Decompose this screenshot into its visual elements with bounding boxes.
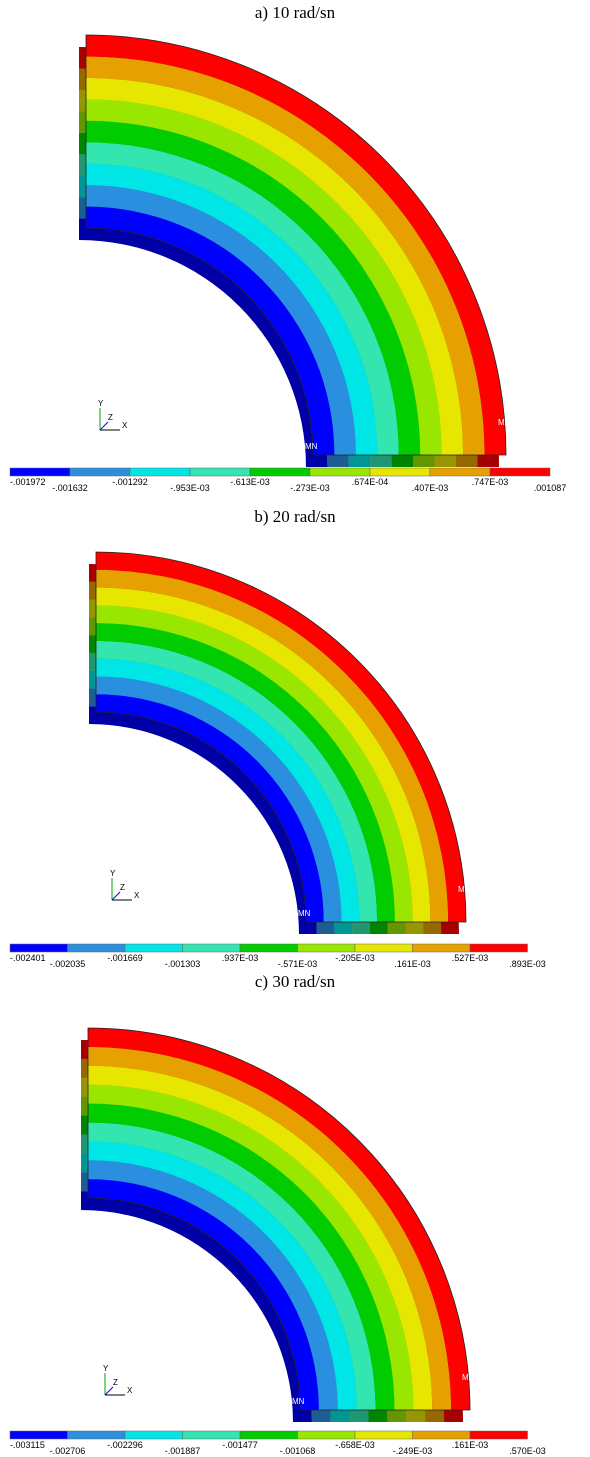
legend-label: -.001292 — [112, 477, 148, 487]
axis-y-label: Y — [103, 1364, 109, 1373]
axis-z-label: Z — [120, 883, 125, 892]
axis-y-label: Y — [98, 399, 104, 408]
figure: a) 10 rad/snMNMXXYZ-.001972-.001632-.001… — [0, 0, 590, 1457]
legend-swatch — [10, 1431, 68, 1439]
legend-swatch — [355, 1431, 413, 1439]
legend-swatch — [355, 944, 413, 952]
contour-plot — [81, 1028, 470, 1422]
legend-swatch — [68, 1431, 126, 1439]
panel-title: b) 20 rad/sn — [254, 507, 336, 526]
legend-label: -.273E-03 — [290, 483, 330, 493]
legend-label: -.001669 — [107, 953, 143, 963]
axis-z-label: Z — [108, 413, 113, 422]
max-marker: MX — [498, 418, 511, 427]
legend-swatch — [250, 468, 310, 476]
max-marker: MX — [462, 1373, 475, 1382]
legend-label: -.205E-03 — [335, 953, 375, 963]
legend-label: .937E-03 — [222, 953, 259, 963]
legend-swatch — [68, 944, 126, 952]
contour-plot — [79, 35, 506, 467]
legend-swatch — [413, 944, 471, 952]
axis-x-label: X — [122, 421, 128, 430]
legend-label: -.002401 — [10, 953, 46, 963]
axis-z-label: Z — [113, 1378, 118, 1387]
legend-label: .001087 — [534, 483, 567, 493]
axis-y-label: Y — [110, 869, 116, 878]
legend-swatch — [240, 944, 298, 952]
legend-swatch — [70, 468, 130, 476]
legend-swatch — [430, 468, 490, 476]
legend-swatch — [470, 944, 528, 952]
legend-swatch — [130, 468, 190, 476]
legend-label: -.001068 — [280, 1446, 316, 1456]
legend-label: -.249E-03 — [393, 1446, 433, 1456]
legend-label: .893E-03 — [509, 959, 546, 969]
legend-swatch — [413, 1431, 471, 1439]
legend-swatch — [125, 1431, 183, 1439]
min-marker: MN — [305, 442, 318, 451]
legend-swatch — [125, 944, 183, 952]
panel-title: a) 10 rad/sn — [255, 3, 336, 22]
legend-label: -.002035 — [50, 959, 86, 969]
legend-swatch — [370, 468, 430, 476]
legend-label: .161E-03 — [452, 1440, 489, 1450]
legend-swatch — [10, 468, 70, 476]
legend-label: .407E-03 — [412, 483, 449, 493]
legend-label: .161E-03 — [394, 959, 431, 969]
legend-label: .527E-03 — [452, 953, 489, 963]
panel-title: c) 30 rad/sn — [255, 972, 336, 991]
legend-label: .674E-04 — [352, 477, 389, 487]
axis-z — [100, 422, 108, 430]
legend-label: -.613E-03 — [230, 477, 270, 487]
legend-label: -.001477 — [222, 1440, 258, 1450]
legend-swatch — [183, 1431, 241, 1439]
legend-label: -.002706 — [50, 1446, 86, 1456]
legend-swatch — [490, 468, 550, 476]
legend-label: -.001972 — [10, 477, 46, 487]
legend-label: -.001632 — [52, 483, 88, 493]
legend-label: -.658E-03 — [335, 1440, 375, 1450]
legend-swatch — [298, 1431, 356, 1439]
legend-label: .570E-03 — [509, 1446, 546, 1456]
legend-label: .747E-03 — [472, 477, 509, 487]
legend-swatch — [183, 944, 241, 952]
axis-z — [105, 1387, 113, 1395]
axis-x-label: X — [127, 1386, 133, 1395]
legend-label: -.002296 — [107, 1440, 143, 1450]
contour-plot — [89, 552, 466, 934]
legend-label: -.003115 — [10, 1440, 45, 1450]
min-marker: MN — [292, 1397, 305, 1406]
legend-swatch — [190, 468, 250, 476]
legend-label: -.953E-03 — [170, 483, 210, 493]
legend-swatch — [10, 944, 68, 952]
legend-label: -.001303 — [165, 959, 201, 969]
legend-swatch — [240, 1431, 298, 1439]
legend-swatch — [298, 944, 356, 952]
legend-label: -.001887 — [165, 1446, 201, 1456]
legend-swatch — [310, 468, 370, 476]
axis-z — [112, 892, 120, 900]
min-marker: MN — [298, 909, 311, 918]
axis-x-label: X — [134, 891, 140, 900]
max-marker: MX — [458, 885, 471, 894]
legend-swatch — [470, 1431, 528, 1439]
legend-label: -.571E-03 — [278, 959, 318, 969]
